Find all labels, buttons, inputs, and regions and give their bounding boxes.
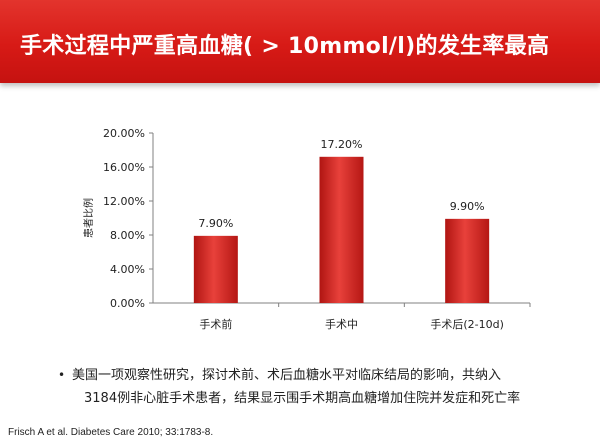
y-tick-label: 12.00% bbox=[103, 195, 145, 208]
x-tick-label: 手术后(2-10d) bbox=[430, 317, 504, 331]
data-label: 7.90% bbox=[198, 217, 233, 230]
data-label: 17.20% bbox=[321, 138, 363, 151]
y-axis-title: 患者比例 bbox=[82, 198, 95, 238]
x-tick-label: 手术前 bbox=[199, 317, 232, 331]
bar bbox=[193, 235, 238, 303]
title-banner: 手术过程中严重高血糖( > 10mmol/l)的发生率最高 bbox=[0, 0, 600, 83]
bullet-marker: • bbox=[58, 368, 66, 382]
bar bbox=[445, 218, 490, 303]
x-tick-label: 手术中 bbox=[325, 317, 358, 331]
study-description-line-1: 美国一项观察性研究，探讨术前、术后血糖水平对临床结局的影响，共纳入 bbox=[72, 368, 502, 383]
data-label: 9.90% bbox=[450, 200, 485, 213]
bar bbox=[319, 156, 364, 303]
y-tick-label: 16.00% bbox=[103, 161, 145, 174]
y-tick-label: 20.00% bbox=[103, 127, 145, 140]
y-tick-label: 4.00% bbox=[110, 263, 145, 276]
citation: Frisch A et al. Diabetes Care 2010; 33:1… bbox=[8, 427, 214, 438]
y-tick-label: 8.00% bbox=[110, 229, 145, 242]
y-tick-label: 0.00% bbox=[110, 297, 145, 310]
slide-title: 手术过程中严重高血糖( > 10mmol/l)的发生率最高 bbox=[20, 34, 550, 59]
study-description: 美国一项观察性研究，探讨术前、术后血糖水平对临床结局的影响，共纳入 3184例非… bbox=[72, 364, 542, 410]
study-description-line-2: 3184例非心脏手术患者，结果显示围手术期高血糖增加住院并发症和死亡率 bbox=[84, 391, 521, 406]
